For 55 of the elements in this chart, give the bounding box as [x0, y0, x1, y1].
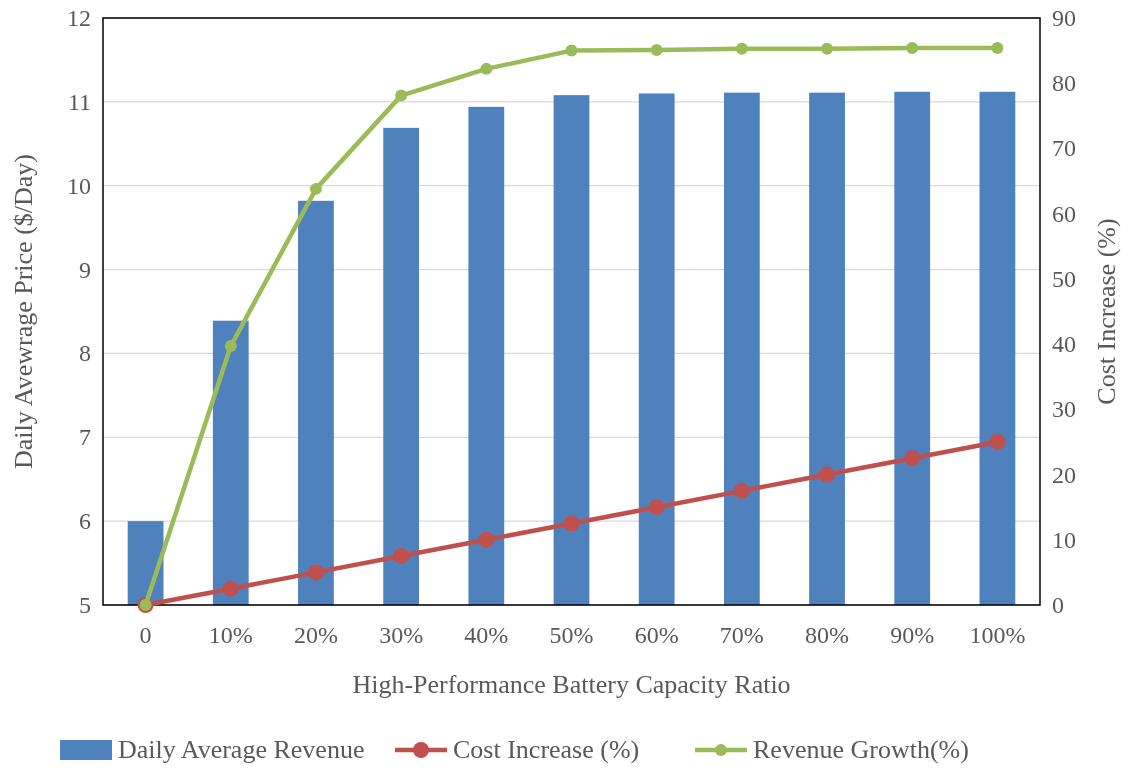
- x-tick-label: 40%: [464, 622, 509, 648]
- x-tick-label: 100%: [969, 622, 1026, 648]
- point: [307, 564, 324, 581]
- legend-label: Daily Average Revenue: [118, 735, 365, 764]
- point: [480, 62, 493, 75]
- y-axis-title: Daily Avewrage Price ($/Day): [9, 153, 38, 470]
- y-tick-label: 12: [67, 5, 91, 31]
- x-tick-label: 80%: [805, 622, 850, 648]
- legend-label: Revenue Growth(%): [753, 735, 969, 764]
- y-tick-label: 5: [79, 592, 91, 618]
- point: [650, 43, 663, 56]
- point: [904, 450, 921, 467]
- y2-tick-label: 20: [1052, 461, 1076, 488]
- y2-tick-label: 60: [1052, 200, 1076, 227]
- y2-tick-label: 30: [1052, 396, 1076, 423]
- x-tick-label: 60%: [634, 622, 679, 648]
- y-tick-label: 6: [79, 508, 91, 535]
- y-tick-label: 9: [79, 256, 91, 283]
- y2-tick-label: 70: [1052, 135, 1076, 162]
- point: [735, 42, 748, 55]
- y2-tick-label: 80: [1052, 70, 1076, 97]
- y2-axis-title: Cost Increase (%): [1092, 218, 1121, 405]
- point: [989, 433, 1006, 450]
- y2-tick-label: 90: [1052, 5, 1076, 31]
- point: [821, 42, 834, 55]
- y2-tick-label: 10: [1052, 526, 1076, 553]
- point: [393, 548, 410, 565]
- point: [563, 515, 580, 532]
- x-tick-label: 10%: [208, 622, 253, 648]
- point: [991, 42, 1004, 54]
- y-tick-label: 11: [67, 88, 91, 115]
- point: [309, 182, 322, 195]
- point: [224, 340, 237, 353]
- y2-tick-label: 50: [1052, 265, 1076, 292]
- point: [565, 44, 578, 57]
- x-tick-label: 70%: [719, 622, 764, 648]
- x-tick-label: 30%: [379, 622, 424, 648]
- x-tick-label: 20%: [293, 622, 338, 648]
- y2-tick-label: 0: [1052, 592, 1064, 618]
- point: [478, 531, 495, 548]
- point: [395, 89, 408, 102]
- y-tick-label: 7: [79, 424, 91, 451]
- point: [733, 482, 750, 499]
- x-tick-label: 0: [139, 622, 152, 648]
- legend-label: Cost Increase (%): [453, 735, 640, 764]
- y2-tick-label: 40: [1052, 331, 1076, 358]
- point: [648, 499, 665, 516]
- x-tick-label: 50%: [549, 622, 594, 648]
- x-tick-label: 90%: [890, 622, 935, 648]
- x-axis-title: High-Performance Battery Capacity Ratio: [352, 670, 791, 699]
- point: [222, 580, 239, 597]
- y-tick-label: 10: [67, 172, 91, 199]
- point: [906, 42, 919, 54]
- point: [819, 466, 836, 483]
- y-tick-label: 8: [79, 340, 91, 367]
